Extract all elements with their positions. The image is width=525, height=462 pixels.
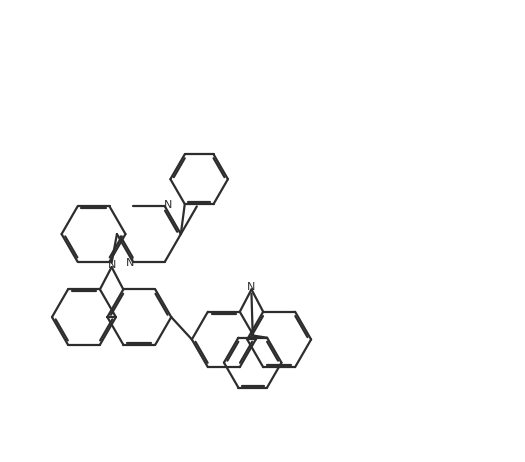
Text: N: N: [125, 258, 134, 268]
Text: N: N: [108, 260, 116, 270]
Text: N: N: [247, 282, 256, 292]
Text: N: N: [164, 200, 172, 210]
